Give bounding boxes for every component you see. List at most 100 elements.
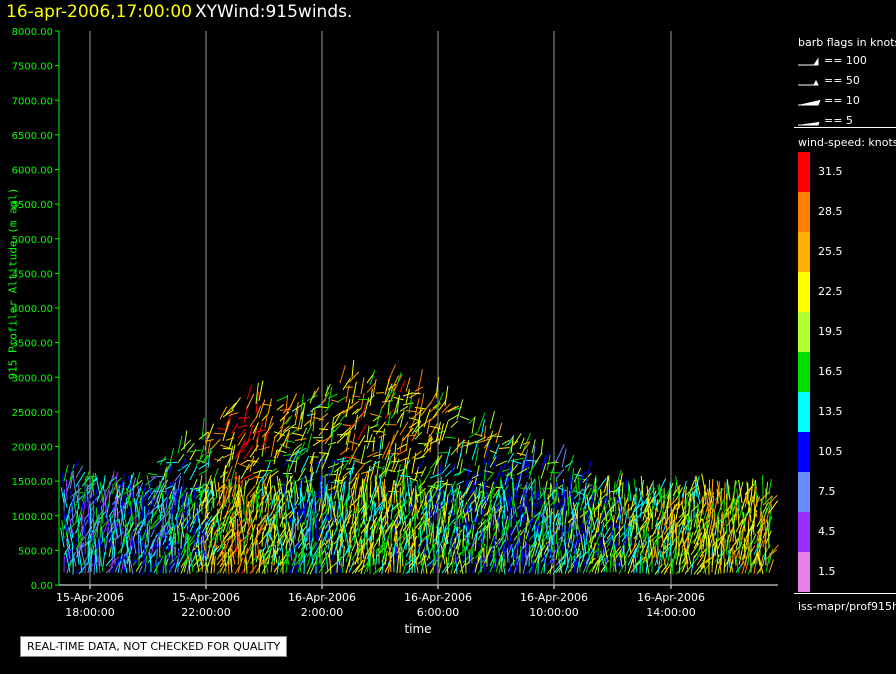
wind-barb: [402, 511, 407, 528]
wind-barb: [522, 528, 526, 549]
wind-barb: [561, 533, 566, 548]
wind-barb: [707, 535, 710, 558]
wind-barb: [711, 502, 716, 518]
wind-barb: [582, 557, 591, 574]
y-tick-label: 5000.00: [12, 235, 53, 246]
wind-barb: [255, 495, 259, 510]
wind-barb: [690, 555, 695, 575]
wind-barb: [602, 544, 608, 563]
wind-barb: [297, 441, 306, 460]
wind-barb: [181, 496, 185, 516]
wind-barb: [632, 555, 635, 574]
wind-barb: [348, 447, 358, 465]
wind-barb: [327, 393, 338, 399]
x-tick-time: 2:00:00: [301, 606, 343, 619]
wind-barb: [600, 522, 605, 538]
wind-barb: [252, 422, 260, 434]
wind-barb: [237, 428, 246, 439]
wind-barb: [132, 520, 143, 532]
wind-barb: [102, 521, 109, 535]
legend-divider: [794, 593, 896, 594]
wind-barb: [759, 497, 764, 511]
wind-barb: [450, 442, 462, 456]
wind-barb: [390, 519, 394, 540]
wind-barb: [570, 501, 575, 524]
wind-barb: [330, 540, 334, 556]
wind-barb: [519, 437, 525, 450]
wind-barb: [432, 409, 440, 419]
wind-barb: [453, 498, 457, 516]
wind-barb: [603, 540, 608, 558]
wind-barb: [644, 514, 650, 532]
wind-barb: [495, 422, 503, 443]
wind-barb: [193, 487, 197, 507]
wind-barb: [156, 458, 167, 463]
wind-barb: [150, 510, 154, 524]
wind-barb: [489, 456, 497, 468]
wind-barb: [129, 558, 134, 574]
wind-barb: [204, 450, 213, 462]
wind-barb: [687, 515, 691, 532]
wind-barb: [291, 508, 296, 527]
wind-barb: [309, 390, 316, 404]
wind-barb: [348, 500, 353, 517]
wind-barb: [286, 495, 290, 510]
wind-barb: [204, 555, 209, 574]
wind-barb: [381, 428, 386, 450]
wind-barb: [582, 483, 590, 496]
wind-barb: [508, 489, 512, 503]
wind-barb: [111, 556, 122, 573]
wind-barb: [654, 549, 661, 567]
wind-barb: [351, 563, 362, 574]
wind-barb: [647, 499, 653, 519]
wind-barb: [628, 484, 632, 501]
wind-barb: [251, 535, 254, 556]
wind-barb: [138, 558, 146, 574]
wind-barb: [619, 552, 623, 567]
wind-barb: [348, 551, 352, 567]
wind-barb: [324, 564, 334, 575]
wind-barb: [615, 469, 622, 488]
wind-barb: [309, 465, 313, 483]
wind-barb: [111, 545, 117, 565]
wind-barb: [522, 554, 528, 575]
wind-barb: [231, 444, 236, 460]
wind-barb: [511, 496, 515, 515]
wind-barb: [458, 552, 464, 575]
wind-barb: [571, 525, 575, 540]
wind-barb: [299, 523, 305, 546]
wind-barb: [222, 465, 227, 484]
wind-barb: [315, 529, 322, 549]
wind-barb: [360, 478, 364, 498]
wind-barb: [258, 380, 264, 401]
wind-barb: [381, 441, 390, 459]
wind-barb: [399, 421, 409, 436]
wind-barb: [147, 561, 157, 575]
wind-barb: [538, 475, 542, 499]
wind-barb: [342, 377, 352, 390]
wind-barb: [374, 475, 377, 498]
wind-barb: [563, 539, 569, 561]
wind-barb: [480, 419, 486, 438]
wind-barb: [156, 498, 161, 513]
wind-barb: [204, 522, 211, 535]
wind-barb: [171, 480, 180, 484]
wind-barb: [198, 534, 204, 547]
wind-barb: [357, 535, 363, 554]
wind-barb: [243, 556, 247, 573]
x-tick-date: 16-Apr-2006: [637, 591, 705, 604]
wind-barb: [661, 551, 668, 573]
wind-barb: [372, 505, 381, 518]
wind-barb: [468, 489, 478, 505]
x-tick-time: 14:00:00: [646, 606, 695, 619]
wind-barb: [693, 550, 703, 564]
wind-barb: [483, 436, 493, 449]
wind-barb: [186, 539, 196, 549]
wind-barb: [408, 417, 420, 422]
wind-barb: [519, 460, 525, 481]
wind-barb: [327, 520, 332, 536]
wind-barb: [473, 493, 479, 517]
wind-barb: [270, 470, 279, 478]
wind-barb: [609, 498, 621, 511]
wind-barb: [285, 415, 293, 425]
